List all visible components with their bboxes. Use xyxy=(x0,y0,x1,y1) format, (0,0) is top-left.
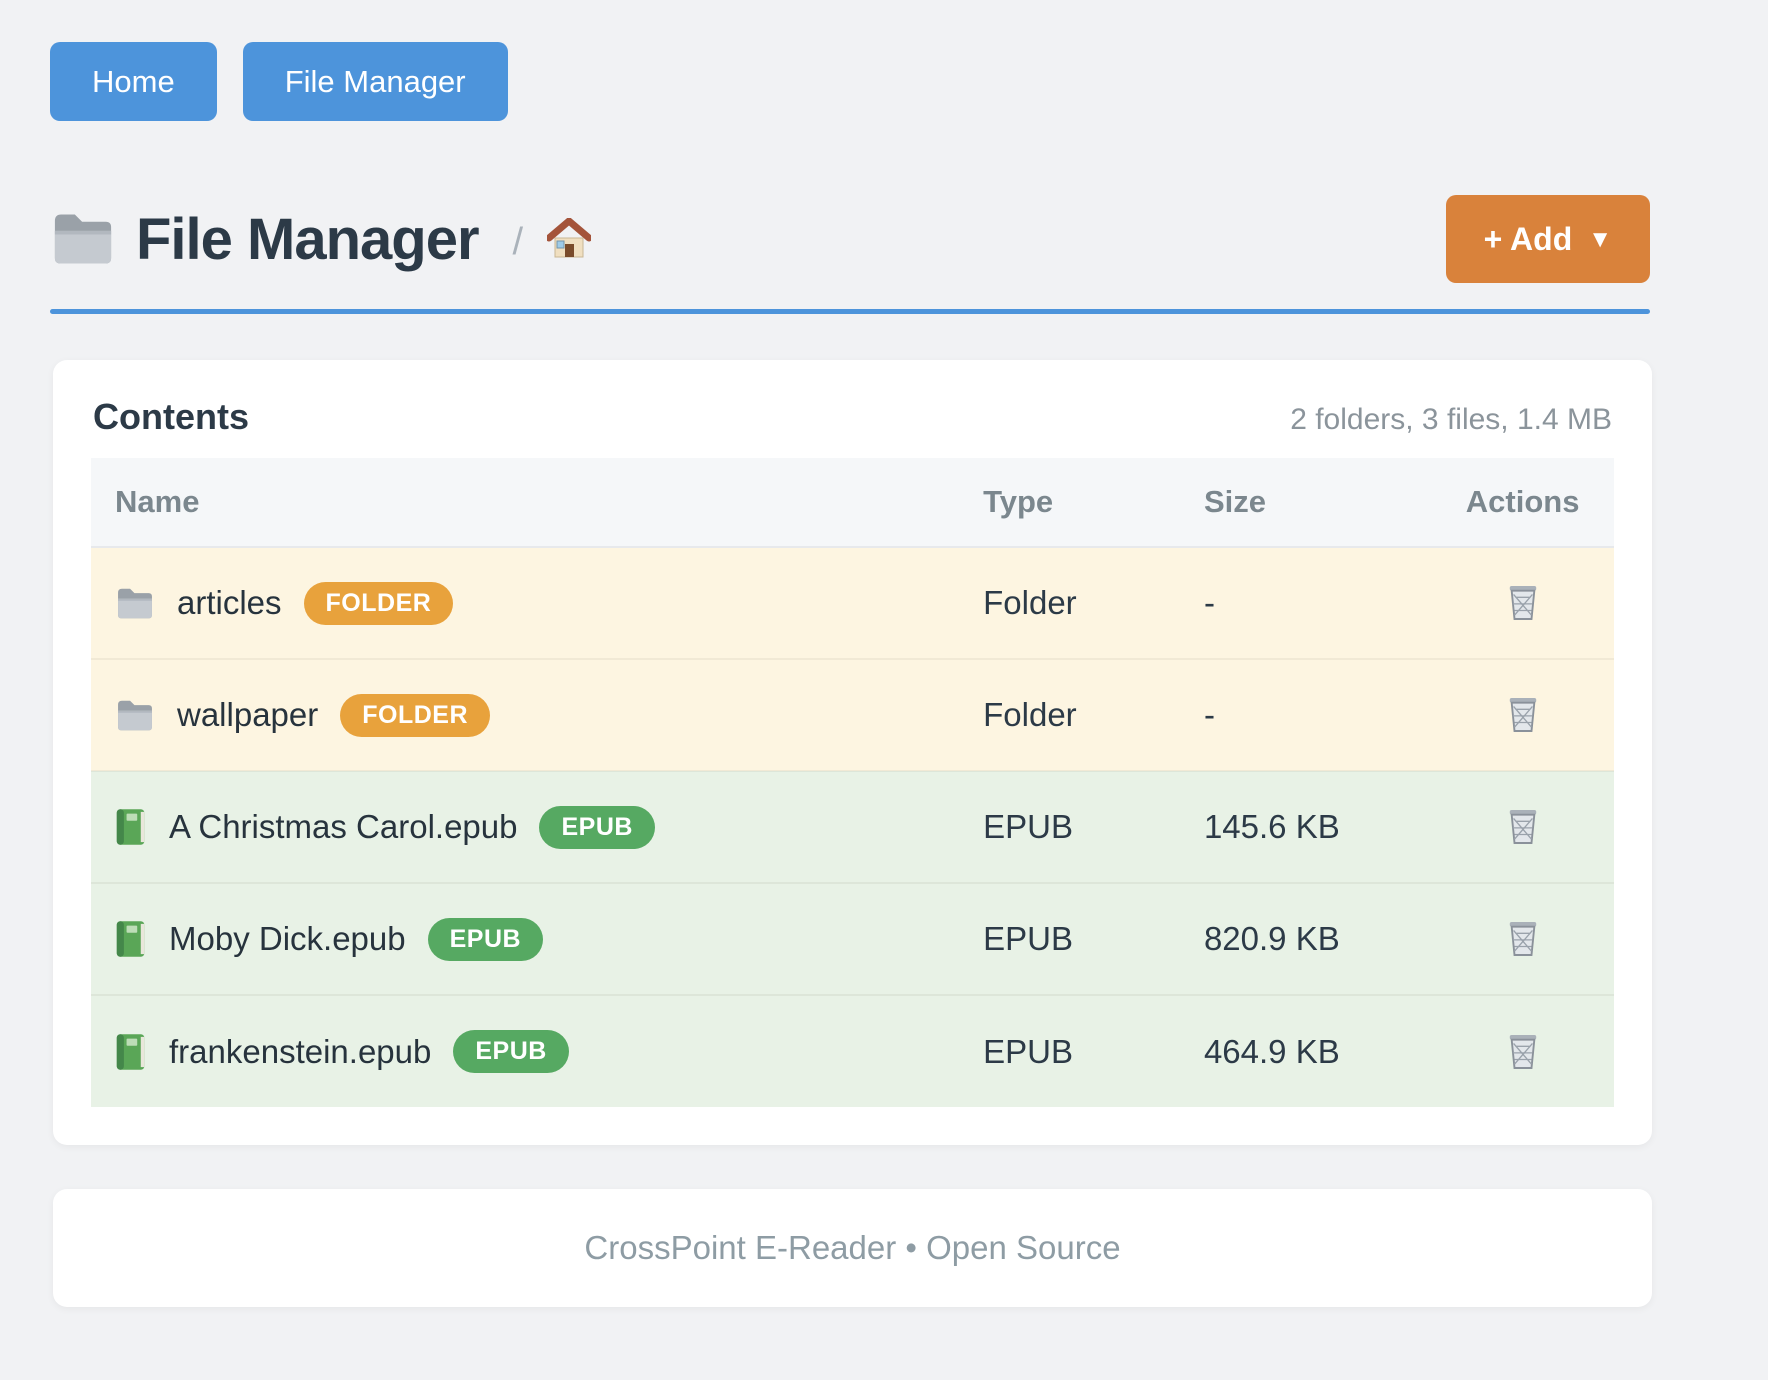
file-name-link[interactable]: A Christmas Carol.epub xyxy=(169,808,518,845)
top-nav: Home File Manager xyxy=(0,0,1768,121)
type-badge: EPUB xyxy=(539,805,655,849)
delete-button[interactable] xyxy=(1500,1026,1546,1076)
page-title: File Manager xyxy=(136,206,480,272)
file-name-link[interactable]: Moby Dick.epub xyxy=(169,920,406,957)
title-wrap: File Manager / xyxy=(50,206,1446,273)
type-badge: EPUB xyxy=(427,917,544,961)
file-table-header-row: Name Type Size Actions xyxy=(91,458,1614,548)
add-button-label: + Add xyxy=(1483,221,1573,257)
type-badge: EPUB xyxy=(453,1030,569,1073)
trash-icon xyxy=(1506,919,1540,957)
delete-button[interactable] xyxy=(1500,577,1546,627)
folder-icon xyxy=(115,698,155,733)
breadcrumb-separator: / xyxy=(512,220,524,263)
contents-heading: Contents xyxy=(93,396,249,437)
size-cell: 820.9 KB xyxy=(1179,882,1432,995)
size-cell: - xyxy=(1179,547,1432,659)
type-cell: Folder xyxy=(959,547,1180,659)
size-cell: - xyxy=(1179,658,1432,771)
delete-button[interactable] xyxy=(1500,801,1546,851)
table-row[interactable]: Moby Dick.epub EPUB EPUB 820.9 KB xyxy=(91,882,1614,995)
caret-down-icon: ▼ xyxy=(1588,226,1612,253)
footer: CrossPoint E-Reader • Open Source xyxy=(53,1189,1652,1307)
contents-card: Contents 2 folders, 3 files, 1.4 MB Name… xyxy=(53,360,1652,1145)
column-header-type: Type xyxy=(959,458,1180,548)
delete-button[interactable] xyxy=(1500,689,1546,739)
column-header-actions: Actions xyxy=(1431,458,1614,548)
green-book-icon xyxy=(115,1032,147,1072)
green-book-icon xyxy=(115,919,147,959)
file-name-link[interactable]: articles xyxy=(177,584,282,621)
file-table-body: articles FOLDER Folder - xyxy=(91,547,1614,1107)
trash-icon xyxy=(1506,807,1540,845)
table-row[interactable]: articles FOLDER Folder - xyxy=(91,547,1614,659)
trash-icon xyxy=(1506,695,1540,733)
trash-icon xyxy=(1506,583,1540,621)
column-header-name: Name xyxy=(91,458,960,548)
file-table: Name Type Size Actions articles xyxy=(91,458,1614,1107)
table-row[interactable]: A Christmas Carol.epub EPUB EPUB 145.6 K… xyxy=(91,770,1614,883)
contents-card-header: Contents 2 folders, 3 files, 1.4 MB xyxy=(91,396,1614,458)
file-name-link[interactable]: frankenstein.epub xyxy=(169,1032,432,1070)
delete-button[interactable] xyxy=(1500,913,1546,963)
header-divider xyxy=(50,309,1650,314)
type-cell: EPUB xyxy=(959,994,1180,1107)
home-button[interactable]: Home xyxy=(50,42,217,121)
size-cell: 145.6 KB xyxy=(1179,770,1432,883)
type-cell: EPUB xyxy=(959,882,1180,995)
folder-icon xyxy=(115,586,155,621)
add-button[interactable]: + Add ▼ xyxy=(1445,195,1650,283)
column-header-size: Size xyxy=(1179,458,1432,548)
type-badge: FOLDER xyxy=(340,693,491,737)
table-row[interactable]: wallpaper FOLDER Folder - xyxy=(91,658,1614,771)
file-manager-button[interactable]: File Manager xyxy=(242,42,508,121)
page-header: File Manager / + Add ▼ xyxy=(50,195,1650,283)
footer-text: CrossPoint E-Reader • Open Source xyxy=(584,1229,1121,1266)
folder-icon xyxy=(50,210,116,268)
type-cell: EPUB xyxy=(959,770,1180,883)
table-row[interactable]: frankenstein.epub EPUB EPUB 464.9 KB xyxy=(91,994,1614,1107)
home-icon[interactable] xyxy=(547,218,592,260)
file-name-link[interactable]: wallpaper xyxy=(177,696,319,733)
type-badge: FOLDER xyxy=(303,581,454,625)
green-book-icon xyxy=(115,807,147,847)
trash-icon xyxy=(1506,1032,1540,1070)
contents-summary: 2 folders, 3 files, 1.4 MB xyxy=(1290,403,1612,436)
type-cell: Folder xyxy=(959,658,1180,771)
size-cell: 464.9 KB xyxy=(1179,994,1432,1107)
